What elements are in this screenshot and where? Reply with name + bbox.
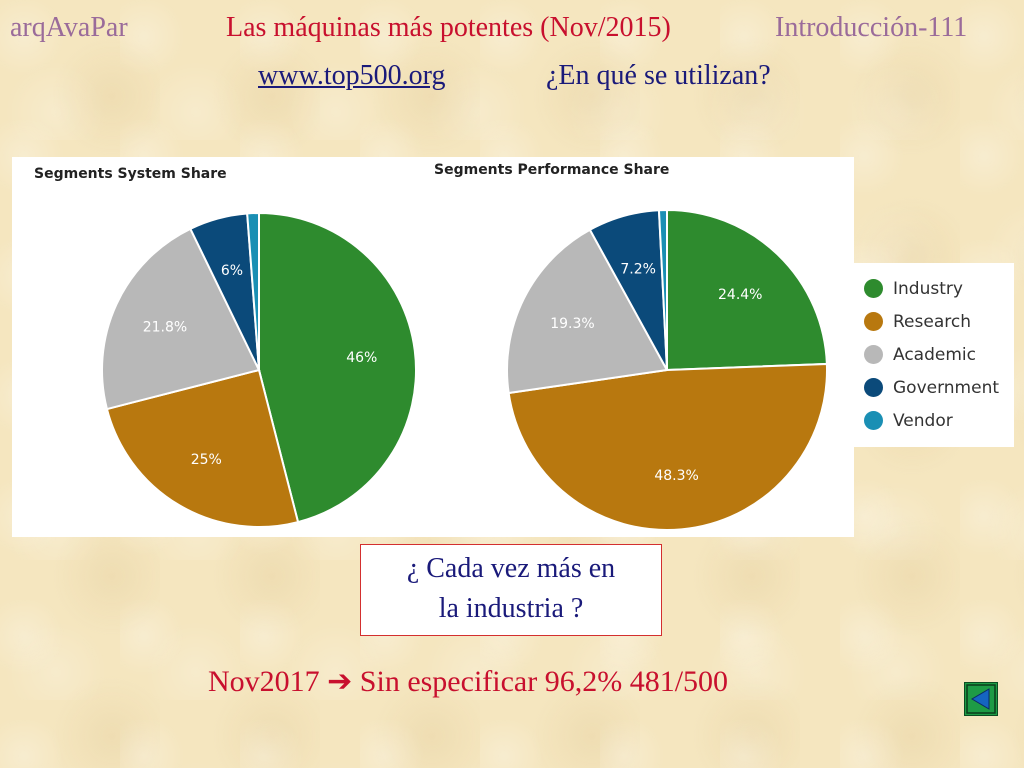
legend-label-research: Research <box>893 312 971 332</box>
back-button[interactable] <box>964 682 998 716</box>
legend-swatch-industry <box>864 279 883 298</box>
footnote: Nov2017 ➔ Sin especificar 96,2% 481/500 <box>208 665 729 698</box>
pie-1-label-government: 6% <box>221 263 243 279</box>
pie-2-slice-vendor <box>657 208 668 371</box>
legend-label-industry: Industry <box>893 279 963 299</box>
pie-1-slice-research <box>105 368 300 528</box>
pie-1-label-research: 25% <box>191 452 222 468</box>
callout-line-1: ¿ Cada vez más en <box>406 553 616 584</box>
legend-swatch-vendor <box>864 411 883 430</box>
pie-1-slice-vendor <box>246 211 260 371</box>
chart-legend: Industry Research Academic Government Ve… <box>854 263 1014 447</box>
pie-2-label-research: 48.3% <box>654 468 698 484</box>
pie-1-label-academic: 21.8% <box>143 319 187 335</box>
pie-2-slice-industry <box>666 208 828 372</box>
slide-title: Las máquinas más potentes (Nov/2015) <box>226 12 671 43</box>
slide-question: ¿En qué se utilizan? <box>546 60 771 91</box>
pie-2-label-academic: 19.3% <box>550 316 594 332</box>
pie-2-label-government: 7.2% <box>620 261 656 277</box>
legend-swatch-government <box>864 378 883 397</box>
pie-1-slice-academic <box>101 227 261 411</box>
legend-label-academic: Academic <box>893 345 976 365</box>
chart-title-performance-share: Segments Performance Share <box>434 162 670 178</box>
pie-2-label-industry: 24.4% <box>718 287 762 303</box>
pie-2-slice-academic <box>506 228 669 395</box>
pie-2-slice-research <box>507 362 828 531</box>
charts-panel: Segments System Share Segments Performan… <box>12 157 854 537</box>
top500-link[interactable]: www.top500.org <box>258 60 446 91</box>
pie-1-label-industry: 46% <box>346 350 377 366</box>
slide-number: Introducción-111 <box>775 12 968 43</box>
callout-line-2: la industria ? <box>438 593 584 624</box>
back-arrow-icon <box>966 684 996 714</box>
pie-1-slice-industry <box>258 211 417 524</box>
legend-label-government: Government <box>893 378 1000 398</box>
legend-swatch-research <box>864 312 883 331</box>
chart-title-system-share: Segments System Share <box>34 166 227 182</box>
course-name: arqAvaPar <box>10 12 128 43</box>
legend-swatch-academic <box>864 345 883 364</box>
legend-label-vendor: Vendor <box>893 411 953 431</box>
callout-box: ¿ Cada vez más en la industria ? <box>360 544 662 636</box>
pie-charts-svg: 46% 25% 21.8% 6% 24.4% 48.3% 19.3% 7.2% <box>101 208 828 531</box>
